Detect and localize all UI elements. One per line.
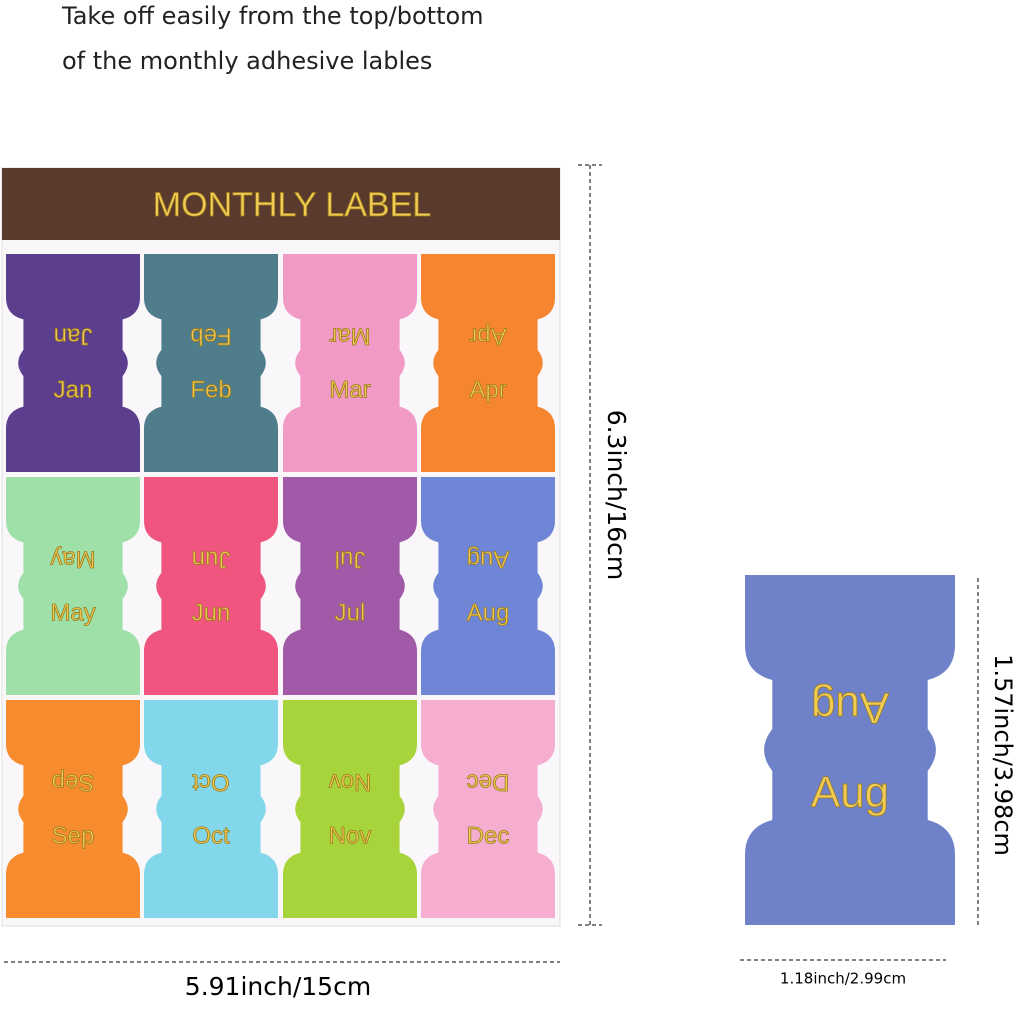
- month-label: [6, 700, 140, 918]
- month-text-inverted: Jun: [192, 545, 231, 572]
- month-text-inverted: Nov: [329, 768, 372, 795]
- month-text: Jul: [335, 600, 366, 627]
- month-text: Mar: [329, 377, 370, 404]
- month-label: [421, 477, 555, 695]
- sheet-title: MONTHLY LABEL: [153, 186, 431, 224]
- month-label: [144, 477, 278, 695]
- month-text: Jan: [54, 377, 93, 404]
- month-text-inverted: Oct: [192, 768, 230, 795]
- month-label: [6, 254, 140, 472]
- month-text-inverted: Feb: [190, 322, 231, 349]
- month-text-inverted: Jan: [54, 322, 93, 349]
- sample-label: Aug Aug: [745, 575, 955, 925]
- month-text-inverted: Aug: [811, 683, 889, 732]
- month-label: [421, 254, 555, 472]
- dimension-text: 1.18inch/2.99cm: [780, 970, 906, 988]
- month-text: Feb: [190, 377, 231, 404]
- label-grid: Jan Jan Feb Feb Mar Mar Apr Apr May May Jun Jun Jul J…: [6, 254, 555, 918]
- dimension-text: 6.3inch/16cm: [602, 410, 631, 580]
- month-label: [144, 254, 278, 472]
- month-label: [283, 254, 417, 472]
- month-text: Sep: [52, 823, 95, 850]
- month-text-inverted: Jul: [335, 545, 366, 572]
- dimension-text: 1.57inch/3.98cm: [989, 654, 1017, 856]
- caption-line: of the monthly adhesive lables: [62, 47, 432, 75]
- month-text-inverted: May: [50, 545, 95, 572]
- sheet-header: [2, 168, 560, 240]
- month-text: May: [50, 600, 95, 627]
- dimension-text: 5.91inch/15cm: [185, 972, 371, 1001]
- month-text: Aug: [467, 600, 510, 627]
- month-text: Jun: [192, 600, 231, 627]
- month-label: [745, 575, 955, 925]
- month-label: [6, 477, 140, 695]
- month-text: Oct: [192, 823, 230, 850]
- month-text-inverted: Apr: [469, 322, 506, 349]
- month-text: Dec: [467, 823, 510, 850]
- month-text: Apr: [469, 377, 506, 404]
- month-label: [144, 700, 278, 918]
- month-text-inverted: Aug: [467, 545, 510, 572]
- month-text: Aug: [811, 768, 889, 817]
- month-text-inverted: Dec: [467, 768, 510, 795]
- month-text: Nov: [329, 823, 372, 850]
- month-text-inverted: Mar: [329, 322, 370, 349]
- month-label: [283, 700, 417, 918]
- month-text-inverted: Sep: [52, 768, 95, 795]
- month-label: [421, 700, 555, 918]
- caption-line: Take off easily from the top/bottom: [61, 2, 484, 30]
- month-label: [283, 477, 417, 695]
